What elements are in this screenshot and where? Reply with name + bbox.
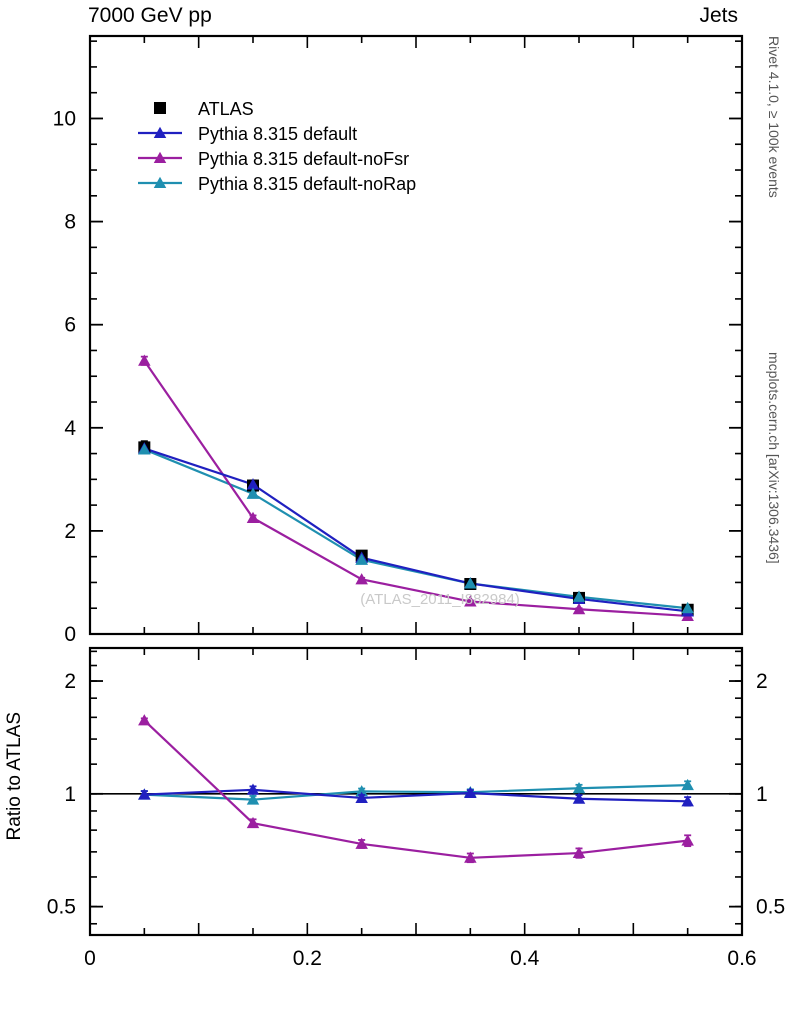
data-point-marker (572, 846, 586, 859)
series-line (143, 447, 688, 613)
main-y-tick-label: 6 (64, 314, 76, 337)
main-y-tick-label: 8 (64, 211, 76, 234)
data-point-marker (464, 851, 477, 863)
series-line (144, 784, 688, 801)
legend-marker-1 (153, 126, 167, 138)
data-point-marker (246, 478, 260, 490)
analysis-watermark: (ATLAS_2011_I882984) (360, 591, 520, 608)
data-point-marker (246, 793, 260, 805)
header-right-label: Jets (699, 4, 738, 27)
rivet-version-label: Rivet 4.1.0, ≥ 100k events (766, 36, 782, 198)
ratio-x-tick-label: 0 (84, 947, 96, 970)
main-y-tick-label: 10 (53, 107, 76, 130)
data-point-marker (681, 778, 694, 791)
data-point-marker (464, 786, 477, 799)
data-point-marker (355, 785, 368, 797)
ratio-x-tick-label: 0.6 (727, 947, 756, 970)
ratio-x-tick-label: 0.4 (510, 947, 540, 970)
main-y-tick-label: 2 (64, 520, 76, 543)
data-point-marker (355, 791, 368, 803)
legend-label-3: Pythia 8.315 default-noRap (198, 174, 416, 194)
data-point-marker (464, 595, 477, 607)
ratio-y-tick-label-left: 1 (64, 783, 76, 806)
mcplots-source-label: mcplots.cern.ch [arXiv:1306.3436] (766, 352, 782, 564)
data-point-marker (246, 487, 260, 499)
legend-label-0: ATLAS (198, 99, 254, 119)
data-point-marker (246, 511, 260, 524)
ratio-axis-title: Ratio to ATLAS (4, 712, 25, 841)
data-point-marker (138, 714, 151, 726)
ratio-y-tick-label-left: 2 (64, 670, 76, 693)
legend-label-2: Pythia 8.315 default-noFsr (198, 149, 409, 169)
main-panel-frame (88, 34, 744, 636)
ratio-y-tick-label-right: 2 (756, 670, 768, 693)
legend-marker-2 (153, 151, 167, 163)
legend-label-1: Pythia 8.315 default (198, 124, 357, 144)
data-point-marker (572, 603, 586, 615)
series-line (143, 448, 688, 610)
main-y-tick-label: 0 (64, 623, 76, 646)
series-line (143, 719, 688, 859)
data-point-marker (464, 577, 477, 589)
data-point-marker (138, 354, 151, 366)
data-point-marker (681, 834, 694, 846)
ratio-x-tick-label: 0.2 (293, 947, 322, 970)
data-point-marker (246, 783, 260, 795)
header-left-label: 7000 GeV pp (88, 4, 212, 27)
data-point-marker (681, 795, 694, 807)
data-point-marker (572, 590, 586, 602)
series-line (144, 788, 688, 803)
data-point-marker (138, 443, 151, 455)
data-point-marker (572, 781, 586, 794)
data-point-marker (138, 788, 151, 800)
data-point-marker (355, 837, 368, 849)
ratio-y-tick-label-right: 1 (756, 783, 768, 806)
data-point-marker (572, 792, 586, 804)
main-y-tick-label: 4 (64, 417, 76, 440)
legend-marker-3 (153, 176, 167, 188)
data-point-marker (246, 816, 260, 829)
series-line (143, 360, 688, 618)
data-point-marker (681, 601, 694, 614)
ratio-y-tick-label-right: 0.5 (756, 896, 785, 919)
ratio-y-tick-label-left: 0.5 (47, 896, 76, 919)
data-point-marker (355, 573, 368, 585)
data-point-marker (355, 553, 368, 565)
legend-marker-0 (154, 102, 166, 114)
